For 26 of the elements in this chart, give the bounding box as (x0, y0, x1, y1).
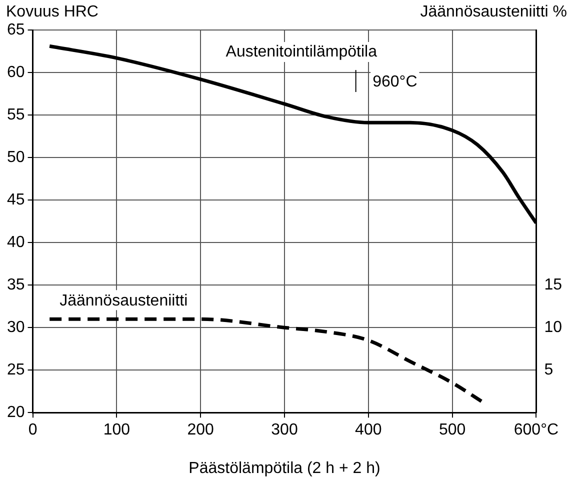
x-axis-title: Päästölämpötila (2 h + 2 h) (188, 460, 380, 477)
y-tick-label: 45 (7, 191, 25, 208)
x-tick-label: 400 (355, 422, 382, 439)
annotation: 960°C (372, 73, 418, 90)
series-label: Jäännösausteniitti (60, 292, 188, 310)
y-tick-label: 50 (7, 148, 25, 166)
y-tick-label: 40 (7, 234, 25, 251)
y-tick-label: 35 (7, 276, 25, 294)
y2-tick-label: 10 (544, 318, 562, 336)
x-tick-label: 0 (28, 422, 38, 439)
x-tick-label: 200 (187, 422, 214, 439)
y-tick-label: 20 (7, 404, 25, 422)
y-axis-title: Kovuus HRC (6, 3, 98, 20)
y-tick-label: 60 (7, 64, 25, 81)
y2-tick-label: 15 (544, 276, 562, 294)
x-tick-label: 300 (271, 422, 298, 439)
x-tick-label: 500 (438, 422, 466, 439)
y-tick-label: 25 (7, 361, 25, 378)
annotation: Austenitointilämpötila (226, 43, 378, 60)
y-tick-label: 65 (7, 21, 25, 38)
y2-tick-label: 5 (544, 361, 554, 378)
x-tick-label: 100 (103, 422, 130, 439)
y-tick-label: 30 (7, 318, 25, 336)
y-tick-label: 55 (7, 106, 25, 124)
y2-axis-title: Jäännösausteniitti % (420, 3, 567, 20)
x-tick-label: 600°C (514, 422, 559, 439)
